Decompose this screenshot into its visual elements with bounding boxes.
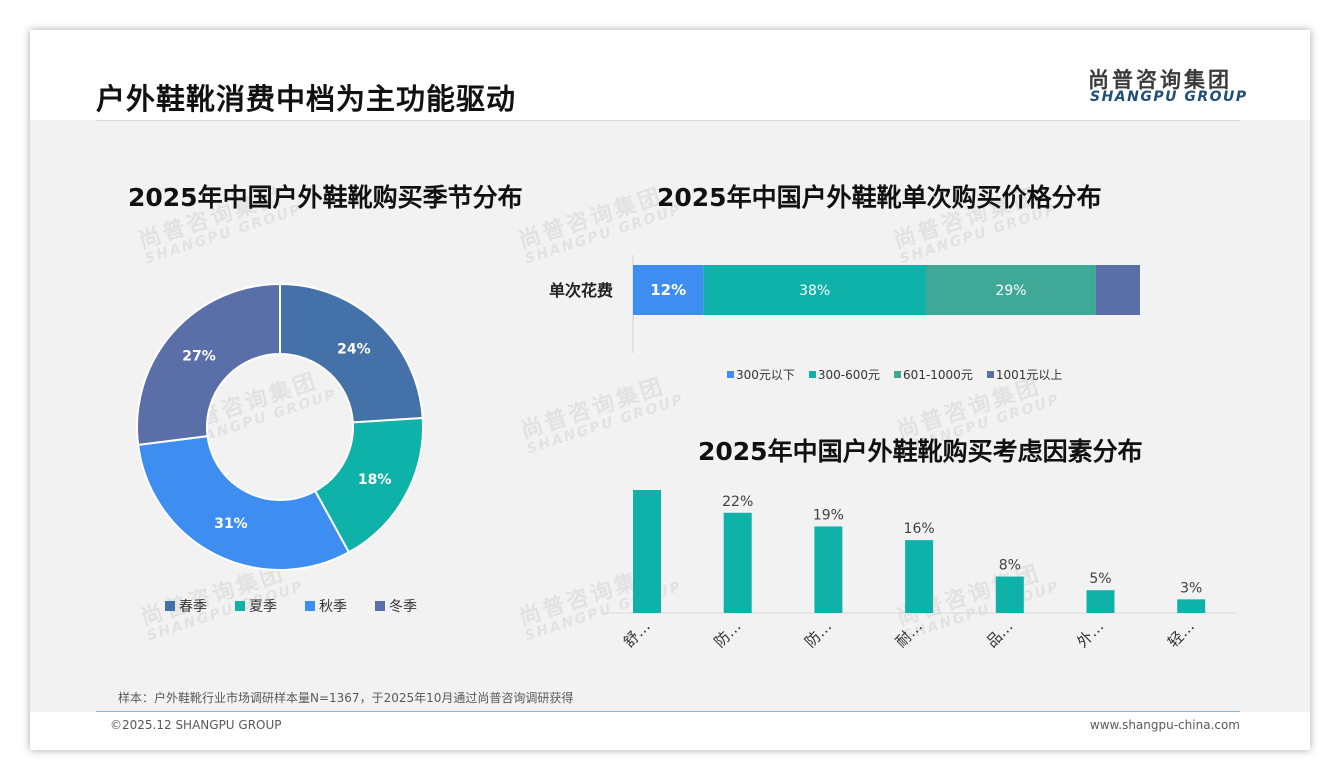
donut-data-label: 27% xyxy=(182,349,216,365)
legend-label: 春季 xyxy=(179,599,207,615)
price-chart-title: 2025年中国户外鞋靴单次购买价格分布 xyxy=(657,183,1102,212)
legend-swatch xyxy=(305,601,315,611)
season-legend-item: 夏季 xyxy=(235,596,277,616)
legend-swatch xyxy=(375,601,385,611)
legend-swatch xyxy=(165,601,175,611)
column-data-label: 3% xyxy=(1180,580,1202,596)
logo-text-en: SHANGPU GROUP xyxy=(1090,89,1248,105)
column-data-label: 16% xyxy=(904,521,935,537)
column-data-label: 5% xyxy=(1089,571,1111,587)
column-bar xyxy=(995,576,1024,613)
season-legend-item: 秋季 xyxy=(305,596,347,616)
x-tick-label: 防… xyxy=(801,617,835,651)
x-tick-label: 舒… xyxy=(620,617,654,651)
legend-label: 601-1000元 xyxy=(903,368,973,382)
category-label: 单次花费 xyxy=(549,281,613,300)
x-tick-label: 耐… xyxy=(892,617,926,651)
legend-label: 300元以下 xyxy=(736,368,795,382)
stacked-segment xyxy=(1095,265,1140,315)
website-text: www.shangpu-china.com xyxy=(1089,718,1240,732)
column-data-label: 8% xyxy=(999,558,1021,574)
legend-swatch xyxy=(235,601,245,611)
column-data-label: 19% xyxy=(813,507,844,523)
stacked-segment xyxy=(703,265,926,315)
season-legend-item: 春季 xyxy=(165,596,207,616)
season-legend: 春季 夏季 秋季 冬季 xyxy=(165,596,417,616)
watermark: 尚普咨询集团 SHANGPU GROUP xyxy=(517,373,687,458)
column-bar xyxy=(723,512,752,613)
season-legend-item: 冬季 xyxy=(375,596,417,616)
x-tick-label: 轻… xyxy=(1164,617,1198,651)
page-title: 户外鞋靴消费中档为主功能驱动 xyxy=(96,82,517,116)
legend-label: 夏季 xyxy=(249,599,277,615)
price-legend-item: 601-1000元 xyxy=(894,366,973,383)
header-band xyxy=(30,30,1310,120)
slide: 户外鞋靴消费中档为主功能驱动 尚普咨询集团 SHANGPU GROUP 尚普咨询… xyxy=(30,30,1310,750)
donut-slice xyxy=(136,282,281,447)
sample-note: 样本：户外鞋靴行业市场调研样本量N=1367，于2025年10月通过尚普咨询调研… xyxy=(118,691,574,705)
logo-text-cn: 尚普咨询集团 xyxy=(1088,68,1232,92)
price-legend-item: 300-600元 xyxy=(808,366,881,383)
factor-chart-title: 2025年中国户外鞋靴购买考虑因素分布 xyxy=(698,437,1143,466)
legend-swatch xyxy=(986,371,994,378)
season-donut-chart: 24% 18% 31% 27% xyxy=(136,282,424,571)
donut-slice xyxy=(137,435,351,571)
donut-data-label: 18% xyxy=(358,472,392,488)
column-bar xyxy=(1177,599,1206,613)
column-data-label: 27% xyxy=(631,485,662,487)
price-legend: 300元以下 300-600元 601-1000元 1001元以上 xyxy=(727,366,1062,383)
legend-swatch xyxy=(808,371,816,378)
footer-band xyxy=(30,712,1310,750)
column-data-label: 22% xyxy=(722,494,753,510)
legend-label: 冬季 xyxy=(389,599,417,615)
segment-data-label: 29% xyxy=(995,283,1026,299)
factor-column-chart: 27% 舒… 22% 防… 19% 防… 16% 耐… 8% 品… 5% 外… 3% 轻… xyxy=(602,485,1236,651)
legend-label: 1001元以上 xyxy=(995,368,1063,382)
legend-label: 秋季 xyxy=(319,599,347,615)
column-bar xyxy=(1086,590,1115,613)
x-tick-label: 外… xyxy=(1073,617,1107,651)
x-tick-label: 防… xyxy=(711,617,745,651)
price-legend-item: 1001元以上 xyxy=(986,366,1063,383)
donut-data-label: 31% xyxy=(214,516,248,532)
stacked-segment xyxy=(633,265,704,315)
copyright-text: ©2025.12 SHANGPU GROUP xyxy=(110,718,282,732)
price-legend-item: 300元以下 xyxy=(727,366,795,383)
column-bar xyxy=(905,540,934,613)
legend-label: 300-600元 xyxy=(817,368,881,382)
x-tick-label: 品… xyxy=(983,617,1017,651)
donut-slice xyxy=(313,416,424,554)
donut-data-label: 24% xyxy=(337,341,371,357)
season-chart-title: 2025年中国户外鞋靴购买季节分布 xyxy=(128,183,523,212)
segment-data-label: 12% xyxy=(650,281,686,299)
legend-swatch xyxy=(894,371,902,378)
footer-divider xyxy=(96,711,1240,712)
column-bar xyxy=(814,526,843,613)
column-bar xyxy=(633,490,661,613)
stacked-segment xyxy=(926,265,1096,315)
donut-slice xyxy=(279,282,424,424)
legend-swatch xyxy=(727,371,734,378)
segment-data-label: 38% xyxy=(799,283,830,299)
title-divider xyxy=(96,120,1240,121)
